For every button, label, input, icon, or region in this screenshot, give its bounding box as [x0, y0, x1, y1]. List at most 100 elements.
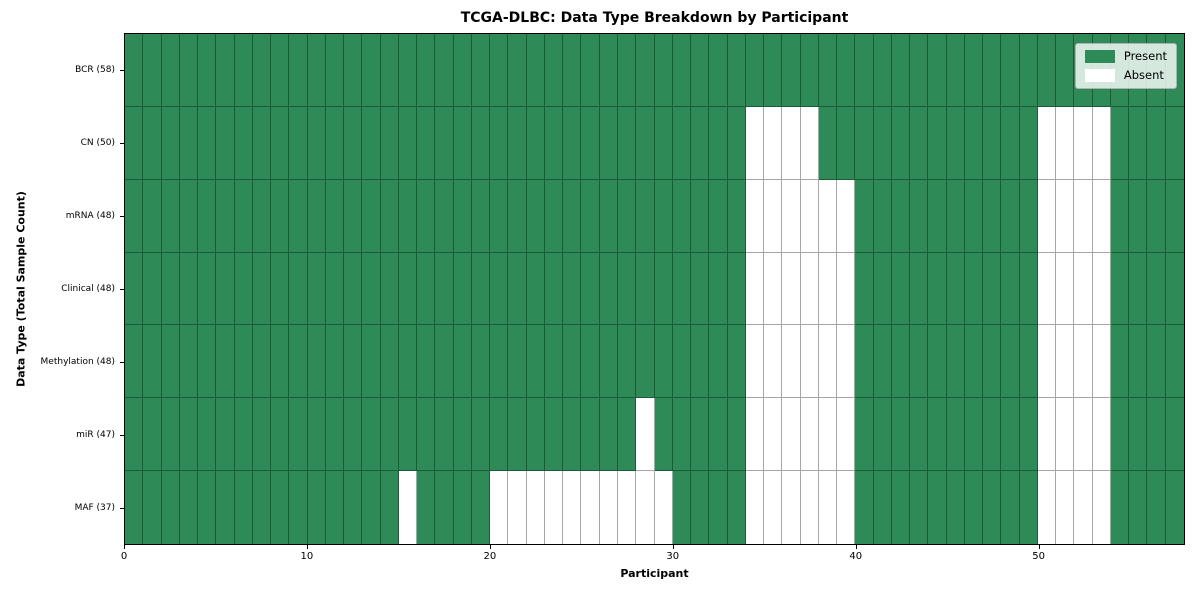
x-tick-label: 0 — [120, 551, 128, 562]
x-tick-label: 20 — [483, 551, 497, 562]
heatmap-cell — [234, 106, 253, 180]
heatmap-cell — [1001, 179, 1020, 253]
heatmap-cell — [964, 252, 984, 326]
heatmap-cell — [617, 471, 637, 544]
heatmap-cell — [636, 471, 655, 544]
heatmap-cell — [563, 106, 582, 180]
heatmap-cell — [1019, 179, 1038, 253]
heatmap-cell — [891, 106, 911, 180]
heatmap-cell — [435, 398, 454, 472]
heatmap-cell — [745, 179, 765, 253]
heatmap-cell — [198, 34, 217, 107]
legend-swatch-absent-icon — [1084, 69, 1115, 82]
heatmap-cell — [234, 471, 253, 544]
heatmap-cell — [325, 252, 345, 326]
heatmap-cell — [471, 179, 491, 253]
heatmap-cell — [983, 34, 1002, 107]
heatmap-cell — [928, 179, 947, 253]
heatmap-cell — [1037, 252, 1057, 326]
heatmap-cell — [1074, 471, 1093, 544]
heatmap-cell — [983, 325, 1002, 399]
heatmap-cell — [490, 106, 509, 180]
heatmap-cell — [654, 179, 673, 253]
heatmap-cell — [691, 471, 710, 544]
heatmap-cell — [1110, 325, 1130, 399]
heatmap-cell — [307, 325, 326, 399]
heatmap-cell — [234, 252, 253, 326]
heatmap-cell — [672, 34, 692, 107]
legend-label: Absent — [1123, 68, 1164, 82]
heatmap-cell — [563, 325, 582, 399]
heatmap-cell — [782, 34, 801, 107]
heatmap-cell — [782, 471, 801, 544]
heatmap-cell — [581, 179, 600, 253]
heatmap-cell — [161, 471, 180, 544]
plot-area: Present Absent — [124, 33, 1185, 545]
heatmap-cell — [1074, 179, 1093, 253]
heatmap-cell — [417, 34, 436, 107]
y-tick-label: Methylation (48) — [40, 357, 115, 368]
heatmap-cell — [216, 106, 235, 180]
y-tick-label: Clinical (48) — [61, 284, 115, 294]
heatmap-cell — [161, 34, 180, 107]
heatmap-cell — [1056, 325, 1075, 399]
heatmap-cell — [161, 252, 180, 326]
heatmap-cell — [1110, 252, 1130, 326]
y-tick-label: mRNA (48) — [65, 210, 115, 221]
heatmap-cell — [380, 34, 399, 107]
heatmap-cell — [727, 34, 746, 107]
heatmap-cell — [818, 398, 838, 472]
heatmap-cell — [544, 179, 564, 253]
heatmap-cell — [1147, 471, 1166, 544]
heatmap-cell — [1110, 179, 1130, 253]
heatmap-cell — [1019, 471, 1038, 544]
heatmap-cell — [617, 179, 637, 253]
heatmap-cell — [1001, 325, 1020, 399]
heatmap-cell — [289, 325, 308, 399]
heatmap-cell — [271, 398, 290, 472]
legend: Present Absent — [1074, 43, 1177, 89]
heatmap-cell — [964, 106, 984, 180]
y-tick-mark — [120, 508, 124, 510]
heatmap-cell — [782, 325, 801, 399]
heatmap-cell — [946, 106, 965, 180]
heatmap-cell — [818, 471, 838, 544]
heatmap-cell — [636, 34, 655, 107]
heatmap-cell — [490, 398, 509, 472]
heatmap-cell — [508, 34, 527, 107]
heatmap-cell — [709, 179, 728, 253]
heatmap-cell — [1056, 179, 1075, 253]
heatmap-cell — [380, 179, 399, 253]
heatmap-cell — [453, 34, 472, 107]
heatmap-cell — [307, 34, 326, 107]
heatmap-cell — [800, 398, 819, 472]
heatmap-cell — [563, 252, 582, 326]
heatmap-cell — [617, 325, 637, 399]
heatmap-cell — [125, 398, 144, 472]
heatmap-cell — [234, 179, 253, 253]
y-tick-mark — [120, 69, 124, 71]
heatmap-cell — [1037, 34, 1057, 107]
heatmap-cell — [344, 34, 363, 107]
heatmap-cell — [1147, 179, 1166, 253]
heatmap-cell — [508, 398, 527, 472]
heatmap-cell — [344, 252, 363, 326]
heatmap-cell — [672, 325, 692, 399]
heatmap-cell — [727, 252, 746, 326]
heatmap-cell — [617, 252, 637, 326]
heatmap-cell — [837, 252, 856, 326]
heatmap-cell — [1165, 106, 1184, 180]
heatmap-cell — [837, 325, 856, 399]
heatmap-cell — [654, 34, 673, 107]
heatmap-cell — [745, 325, 765, 399]
x-tick-label: 40 — [849, 551, 863, 562]
heatmap-cell — [654, 106, 673, 180]
heatmap-cell — [398, 179, 418, 253]
heatmap-cell — [143, 325, 162, 399]
heatmap-cell — [526, 325, 545, 399]
heatmap-cell — [745, 252, 765, 326]
heatmap-cell — [1129, 179, 1148, 253]
heatmap-cell — [398, 106, 418, 180]
heatmap-cell — [1056, 471, 1075, 544]
